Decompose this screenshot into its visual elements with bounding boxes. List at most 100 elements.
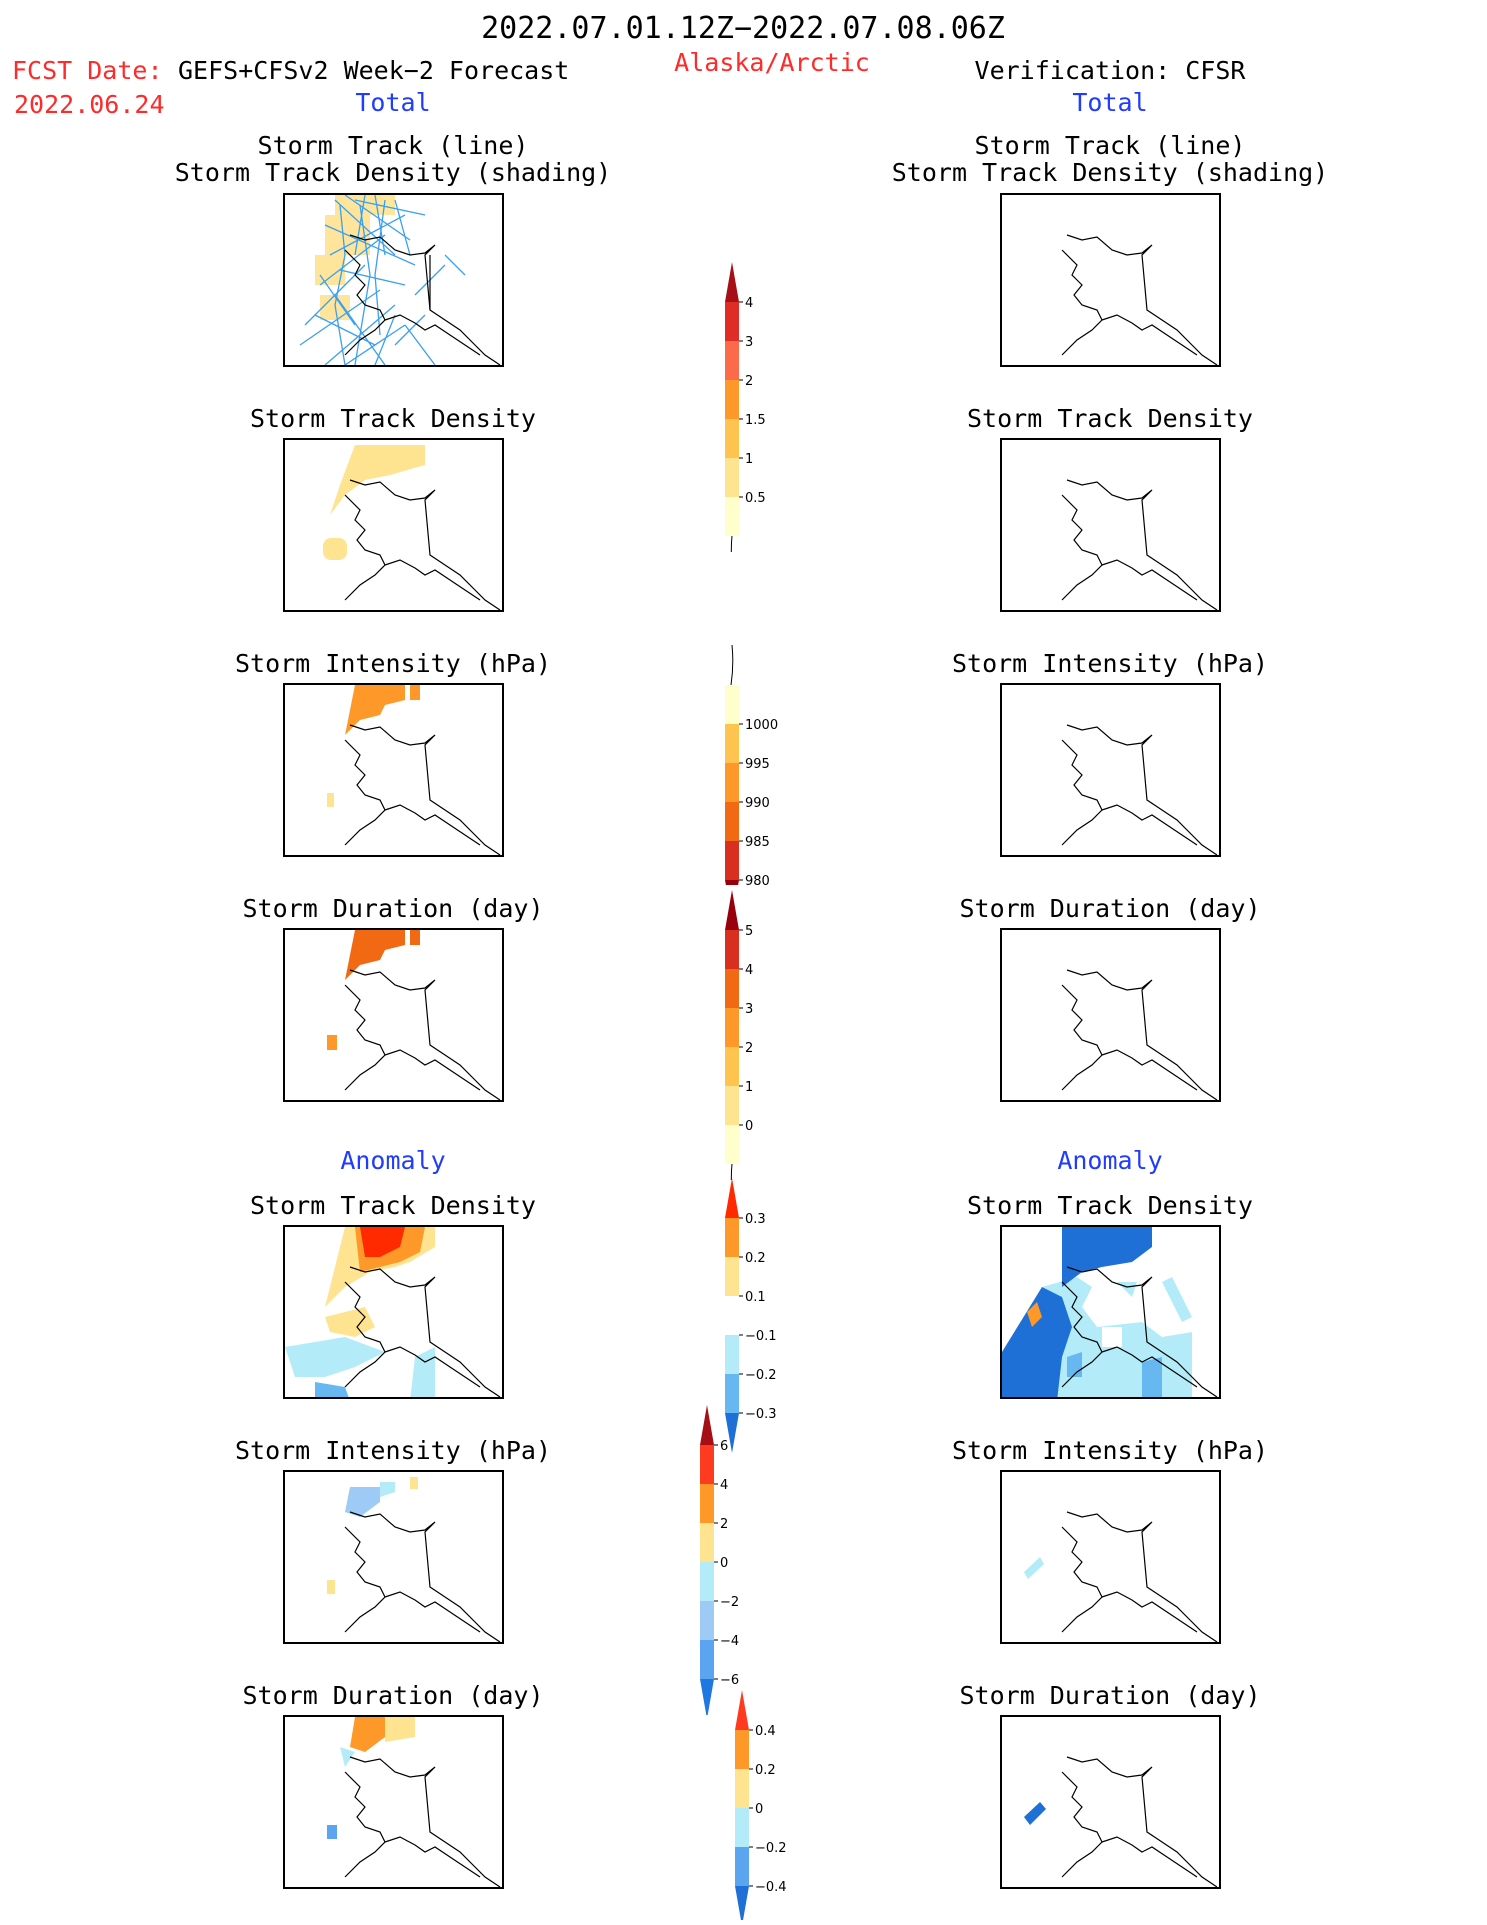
colorbar-segment — [725, 1296, 739, 1335]
colorbar-arrow-bottom — [735, 1886, 749, 1920]
colorbar-segment — [725, 1125, 739, 1164]
colorbar-segment — [725, 1257, 739, 1296]
colorbar-tail — [730, 1163, 733, 1180]
anomaly-label-left: Anomaly — [340, 1146, 446, 1175]
colorbar-segment — [725, 1086, 739, 1125]
panel-title-duration-right: Storm Duration (day) — [959, 894, 1261, 923]
colorbar-total-density: 4 3 2 1.5 1 0.5 — [725, 262, 766, 552]
colorbar-segment — [725, 419, 739, 458]
panel-title-density-left: Storm Track Density — [250, 404, 536, 433]
colorbar-label: 0.1 — [745, 1290, 766, 1305]
coastline — [344, 1266, 501, 1397]
colorbar-arrow-top — [700, 1405, 714, 1445]
map-fcst-anom-density — [283, 1225, 504, 1399]
map-verif-anom-duration — [1000, 1715, 1221, 1889]
colorbar-anomaly-density: 0.3 0.2 0.1 −0.1 −0.2 −0.3 — [725, 1178, 777, 1453]
anomaly-label-right: Anomaly — [1057, 1146, 1163, 1175]
colorbar-label: −0.1 — [745, 1329, 777, 1344]
panel-title-anom-duration-right: Storm Duration (day) — [959, 1681, 1261, 1710]
colorbar-segment — [725, 930, 739, 969]
map-verif-density — [1000, 438, 1221, 612]
colorbar-arrow-bottom — [725, 1413, 739, 1453]
colorbar-segment — [725, 380, 739, 419]
coastline — [344, 479, 501, 610]
colorbar-segment — [725, 1008, 739, 1047]
colorbar-arrow-top — [725, 262, 739, 302]
colorbar-label: 1000 — [745, 718, 778, 733]
colorbar-segment — [735, 1730, 749, 1769]
colorbar-label: 2 — [720, 1517, 728, 1532]
panel-title-line2: Storm Track Density (shading) — [891, 158, 1329, 187]
coastline — [344, 724, 501, 855]
colorbar-segment — [725, 302, 739, 341]
panel-title-track-line-left: Storm Track (line) Storm Track Density (… — [175, 132, 612, 186]
colorbar-label: 1.5 — [745, 413, 766, 428]
colorbar-label: 2 — [745, 374, 753, 389]
colorbar-label: 980 — [745, 874, 770, 885]
colorbar-label: 995 — [745, 757, 770, 772]
colorbar-tail — [730, 535, 733, 552]
map-verif-anom-density — [1000, 1225, 1221, 1399]
colorbar-label: −0.2 — [755, 1841, 787, 1856]
coastline — [344, 969, 501, 1100]
map-verif-track — [1000, 193, 1221, 367]
coastline — [344, 1756, 501, 1887]
colorbar-label: 4 — [745, 963, 753, 978]
colorbar-label: −2 — [720, 1595, 739, 1610]
duration-shading — [345, 930, 420, 980]
colorbar-label: 0 — [745, 1119, 753, 1134]
colorbar-segment — [735, 1847, 749, 1886]
colorbar-segment — [735, 1808, 749, 1847]
map-fcst-duration — [283, 928, 504, 1102]
period-title: 2022.07.01.12Z−2022.07.08.06Z — [481, 11, 1005, 46]
intensity-shading — [345, 685, 420, 735]
panel-title-line2: Storm Track Density (shading) — [174, 158, 612, 187]
colorbar-label: 5 — [745, 924, 753, 939]
coastline — [344, 1511, 501, 1642]
colorbar-arrow-top — [725, 1178, 739, 1218]
panel-title-density-right: Storm Track Density — [967, 404, 1253, 433]
storm-track-lines — [299, 195, 466, 365]
colorbar-anomaly-intensity: 6 4 2 0 −2 −4 −6 — [700, 1405, 739, 1715]
panel-title-intensity-left: Storm Intensity (hPa) — [234, 649, 552, 678]
colorbar-segment — [725, 497, 739, 536]
colorbar-segment — [725, 341, 739, 380]
colorbar-label: 3 — [745, 335, 753, 350]
colorbar-segment — [700, 1640, 714, 1679]
coastline — [1061, 1266, 1218, 1397]
panel-title-line1: Storm Track (line) — [257, 131, 529, 160]
fcst-date-label: FCST Date: — [12, 56, 163, 85]
density-shading — [323, 445, 425, 560]
map-fcst-anom-intensity — [283, 1470, 504, 1644]
colorbar-segment — [725, 763, 739, 802]
colorbar-segment — [725, 1374, 739, 1413]
colorbar-label: 6 — [720, 1439, 728, 1454]
colorbar-label: −0.2 — [745, 1368, 777, 1383]
model-name: GEFS+CFSv2 Week−2 Forecast — [178, 56, 570, 85]
colorbar-label: −4 — [720, 1634, 739, 1649]
total-label-right: Total — [1072, 88, 1148, 117]
coastline — [1061, 479, 1218, 610]
panel-title-line1: Storm Track (line) — [974, 131, 1246, 160]
fcst-date: 2022.06.24 — [14, 90, 165, 119]
colorbar-label: 3 — [745, 1002, 753, 1017]
colorbar-segment — [725, 841, 739, 880]
coastline — [1061, 969, 1218, 1100]
panel-title-anom-density-right: Storm Track Density — [967, 1191, 1253, 1220]
colorbar-label: 2 — [745, 1041, 753, 1056]
colorbar-arrow-bottom — [725, 880, 739, 885]
colorbar-segment — [725, 1047, 739, 1086]
map-fcst-intensity — [283, 683, 504, 857]
colorbar-segment — [725, 685, 739, 724]
coastline — [1061, 1511, 1218, 1642]
colorbar-label: 0.5 — [745, 491, 766, 506]
colorbar-segment — [725, 802, 739, 841]
colorbar-segment — [700, 1562, 714, 1601]
colorbar-segment — [700, 1523, 714, 1562]
colorbar-arrow-bottom — [700, 1679, 714, 1715]
colorbar-label: 4 — [745, 296, 753, 311]
panel-title-duration-left: Storm Duration (day) — [242, 894, 544, 923]
panel-title-anom-intensity-left: Storm Intensity (hPa) — [234, 1436, 552, 1465]
colorbar-label: 0.3 — [745, 1212, 766, 1227]
colorbar-label: −6 — [720, 1673, 739, 1688]
